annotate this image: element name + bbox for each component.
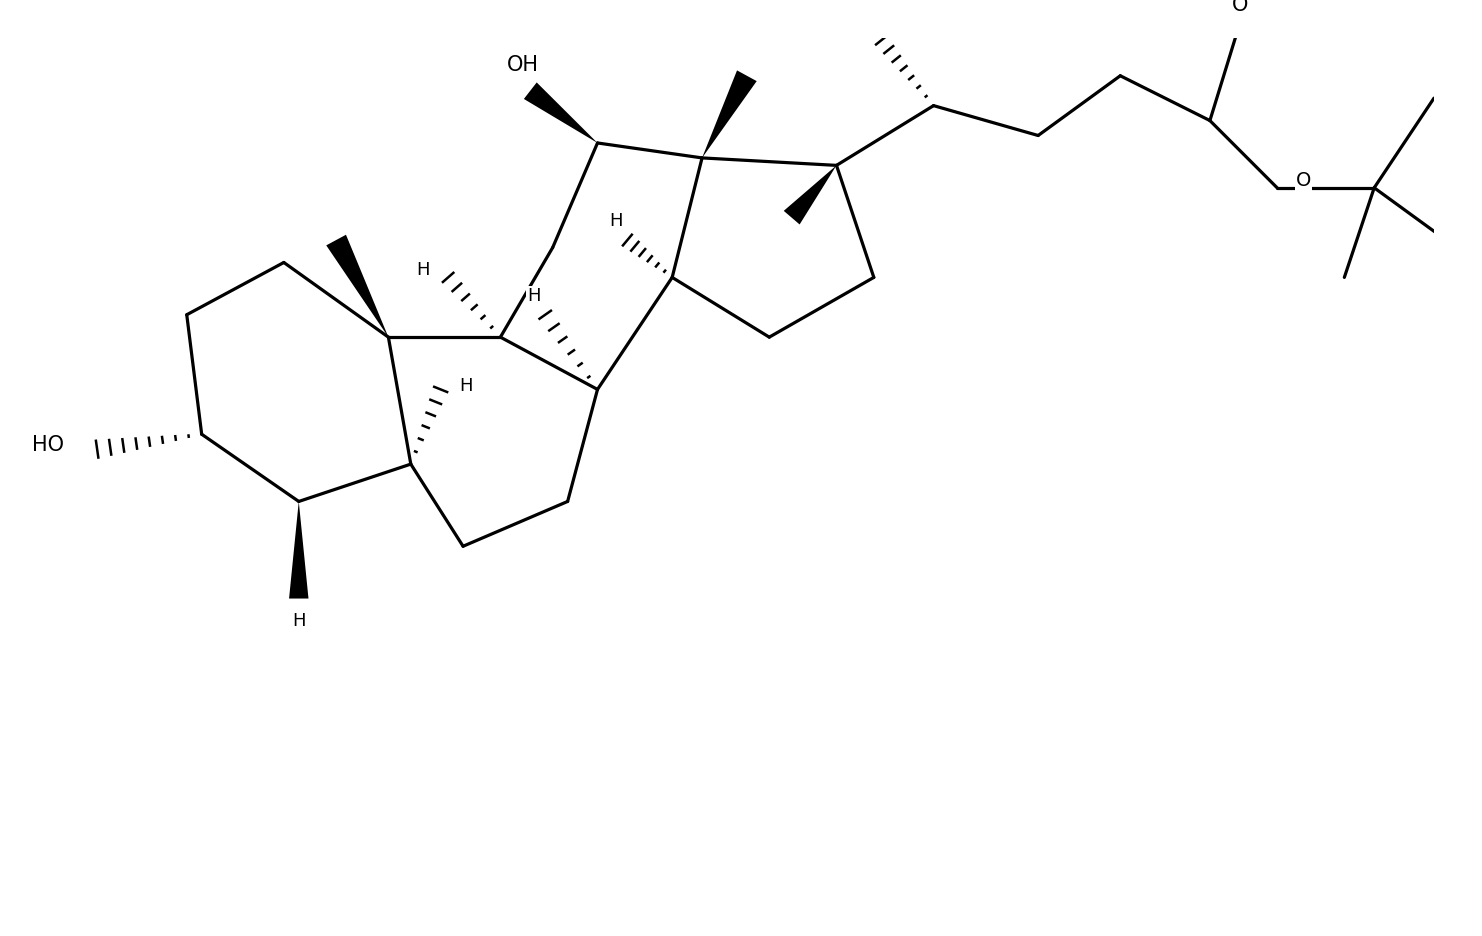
Text: HO: HO xyxy=(31,435,64,456)
Polygon shape xyxy=(326,235,388,337)
Polygon shape xyxy=(702,70,757,158)
Text: OH: OH xyxy=(507,54,539,75)
Text: O: O xyxy=(1295,170,1312,190)
Text: H: H xyxy=(292,612,305,630)
Polygon shape xyxy=(289,502,308,598)
Polygon shape xyxy=(784,166,836,225)
Text: H: H xyxy=(459,376,473,395)
Text: O: O xyxy=(1232,0,1248,15)
Text: H: H xyxy=(609,212,622,230)
Text: H: H xyxy=(416,261,430,279)
Text: H: H xyxy=(528,287,541,305)
Polygon shape xyxy=(523,82,597,143)
